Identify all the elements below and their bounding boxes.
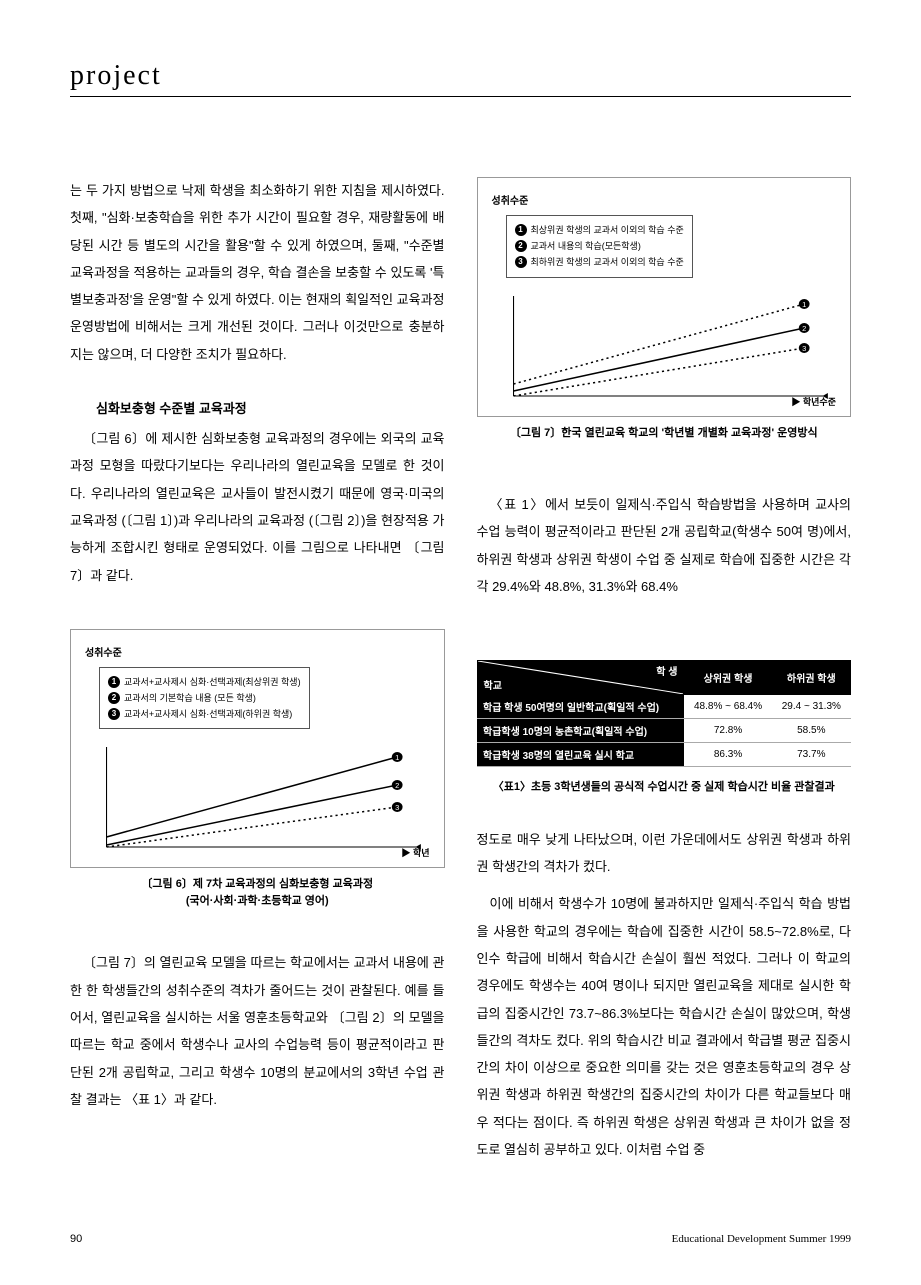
table-col2: 상위권 학생: [684, 661, 772, 695]
left-para-3: 〔그림 7〕의 열린교육 모델을 따르는 학교에서는 교과서 내용에 관한 한 …: [70, 949, 445, 1113]
svg-text:1: 1: [395, 754, 399, 763]
svg-text:3: 3: [802, 344, 806, 353]
publication-info: Educational Development Summer 1999: [672, 1233, 851, 1245]
chart7-xlabel: 학년수준: [803, 397, 836, 407]
svg-text:1: 1: [802, 300, 806, 309]
figure-6: 성취수준 1 교과서+교사제시 심화·선택과제(최상위권 학생) 2 교과서의 기본…: [70, 629, 445, 869]
chart7-legend: 1 최상위권 학생의 교과서 이외의 학습 수준 2 교과서 내용의 학습(모든학생…: [506, 215, 693, 278]
table-diag-header: 학 생 학교: [477, 661, 684, 695]
cell: 72.8%: [684, 719, 772, 743]
figure-7: 성취수준 1 최상위권 학생의 교과서 이외의 학습 수준 2 교과서 내용의 학습…: [477, 177, 852, 417]
cell: 58.5%: [772, 719, 850, 743]
chart7-ylabel: 성취수준: [492, 192, 837, 207]
table-header-bot: 학교: [484, 677, 502, 692]
left-column: 는 두 가지 방법으로 낙제 학생을 최소화하기 위한 지침을 제시하였다. 첫…: [70, 177, 445, 1173]
cell: 29.4 ~ 31.3%: [772, 695, 850, 719]
figure-7-caption: 〔그림 7〕한국 열린교육 학교의 '학년별 개별화 교육과정' 운영방식: [477, 425, 852, 442]
figure-6-caption: 〔그림 6〕제 7차 교육과정의 심화보충형 교육과정: [70, 876, 445, 893]
cell: 48.8% ~ 68.4%: [684, 695, 772, 719]
legend-num-icon: 3: [108, 708, 120, 720]
table-row: 학급학생 38명의 열린교육 실시 학교 86.3% 73.7%: [477, 743, 851, 767]
svg-text:3: 3: [395, 804, 399, 813]
chart7-legend-2: 교과서 내용의 학습(모든학생): [531, 238, 641, 254]
right-column: 성취수준 1 최상위권 학생의 교과서 이외의 학습 수준 2 교과서 내용의 학습…: [477, 177, 852, 1173]
chart6-legend-3: 교과서+교사제시 심화·선택과제(하위권 학생): [124, 706, 292, 722]
table-1-caption: 〈표1〉초등 3학년생들의 공식적 수업시간 중 실제 학습시간 비율 관찰결과: [477, 779, 852, 796]
table-col3: 하위권 학생: [772, 661, 850, 695]
chart7-legend-1: 최상위권 학생의 교과서 이외의 학습 수준: [531, 222, 684, 238]
cell: 73.7%: [772, 743, 850, 767]
chart6-plot: 1 2 3 ▶ 학년: [85, 737, 430, 857]
two-column-layout: 는 두 가지 방법으로 낙제 학생을 최소화하기 위한 지침을 제시하였다. 첫…: [70, 177, 851, 1173]
chart6-xlabel: 학년: [413, 848, 430, 858]
row-label: 학급학생 38명의 열린교육 실시 학교: [477, 743, 684, 767]
figure-6-caption-sub: (국어·사회·과학·초등학교 영어): [70, 893, 445, 910]
legend-num-icon: 3: [515, 256, 527, 268]
section-title: 심화보충형 수준별 교육과정: [70, 398, 445, 417]
left-para-2: 〔그림 6〕에 제시한 심화보충형 교육과정의 경우에는 외국의 교육과정 모형…: [70, 425, 445, 589]
right-para-2: 정도로 매우 낮게 나타났으며, 이런 가운데에서도 상위권 학생과 하위권 학…: [477, 826, 852, 881]
table-1: 학 생 학교 상위권 학생 하위권 학생 학급 학생 50여명의 일반학교(획일…: [477, 660, 852, 767]
table-row: 학급학생 10명의 농촌학교(획일적 수업) 72.8% 58.5%: [477, 719, 851, 743]
chart7-plot: 1 2 3 ▶ 학년수준: [492, 286, 837, 406]
svg-text:2: 2: [802, 324, 806, 333]
left-para-1: 는 두 가지 방법으로 낙제 학생을 최소화하기 위한 지침을 제시하였다. 첫…: [70, 177, 445, 368]
chart6-ylabel: 성취수준: [85, 644, 430, 659]
legend-num-icon: 2: [108, 692, 120, 704]
right-para-1: 〈표 1〉에서 보듯이 일제식·주입식 학습방법을 사용하며 교사의 수업 능력…: [477, 491, 852, 600]
page-header: project: [70, 60, 851, 97]
chart6-legend: 1 교과서+교사제시 심화·선택과제(최상위권 학생) 2 교과서의 기본학습 내용…: [99, 667, 310, 730]
chart6-legend-1: 교과서+교사제시 심화·선택과제(최상위권 학생): [124, 674, 301, 690]
page-number: 90: [70, 1233, 82, 1245]
legend-num-icon: 1: [108, 676, 120, 688]
right-para-3: 이에 비해서 학생수가 10명에 불과하지만 일제식·주입식 학습 방법을 사용…: [477, 890, 852, 1163]
page-footer: 90 Educational Development Summer 1999: [70, 1233, 851, 1245]
table-row: 학급 학생 50여명의 일반학교(획일적 수업) 48.8% ~ 68.4% 2…: [477, 695, 851, 719]
svg-text:2: 2: [395, 782, 399, 791]
table-header-top: 학 생: [656, 663, 677, 678]
legend-num-icon: 1: [515, 224, 527, 236]
cell: 86.3%: [684, 743, 772, 767]
legend-num-icon: 2: [515, 240, 527, 252]
row-label: 학급학생 10명의 농촌학교(획일적 수업): [477, 719, 684, 743]
row-label: 학급 학생 50여명의 일반학교(획일적 수업): [477, 695, 684, 719]
chart7-legend-3: 최하위권 학생의 교과서 이외의 학습 수준: [531, 254, 684, 270]
chart6-legend-2: 교과서의 기본학습 내용 (모든 학생): [124, 690, 256, 706]
